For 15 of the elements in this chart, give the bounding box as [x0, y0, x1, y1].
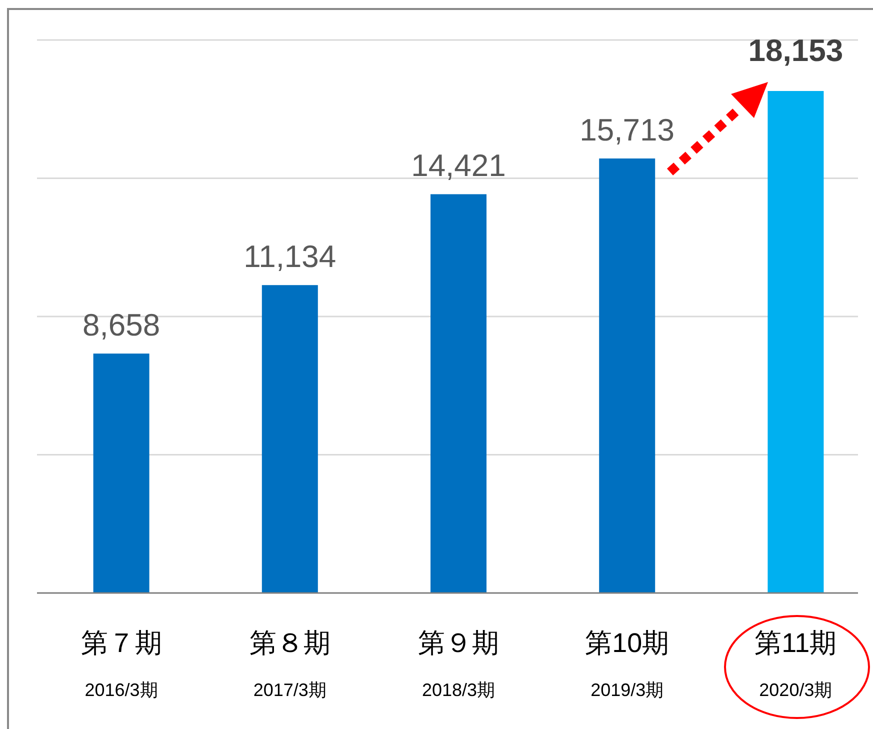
x-tick-label: 第11期 2020/3期	[754, 628, 837, 700]
x-tick-label: 第９期 2018/3期	[418, 628, 499, 700]
data-label: 14,421	[411, 148, 506, 184]
x-tick-label: 第10期 2019/3期	[585, 628, 670, 700]
bar	[262, 285, 318, 593]
bar	[599, 158, 656, 593]
data-label: 18,153	[748, 33, 844, 68]
x-tick-label: 第７期 2016/3期	[80, 628, 162, 700]
bar	[93, 354, 150, 593]
data-label: 8,658	[82, 308, 160, 343]
bar	[768, 91, 824, 593]
x-tick-label: 第８期 2017/3期	[249, 628, 330, 700]
data-label: 15,713	[580, 112, 675, 148]
bar	[430, 194, 486, 593]
data-label: 11,134	[244, 239, 336, 274]
